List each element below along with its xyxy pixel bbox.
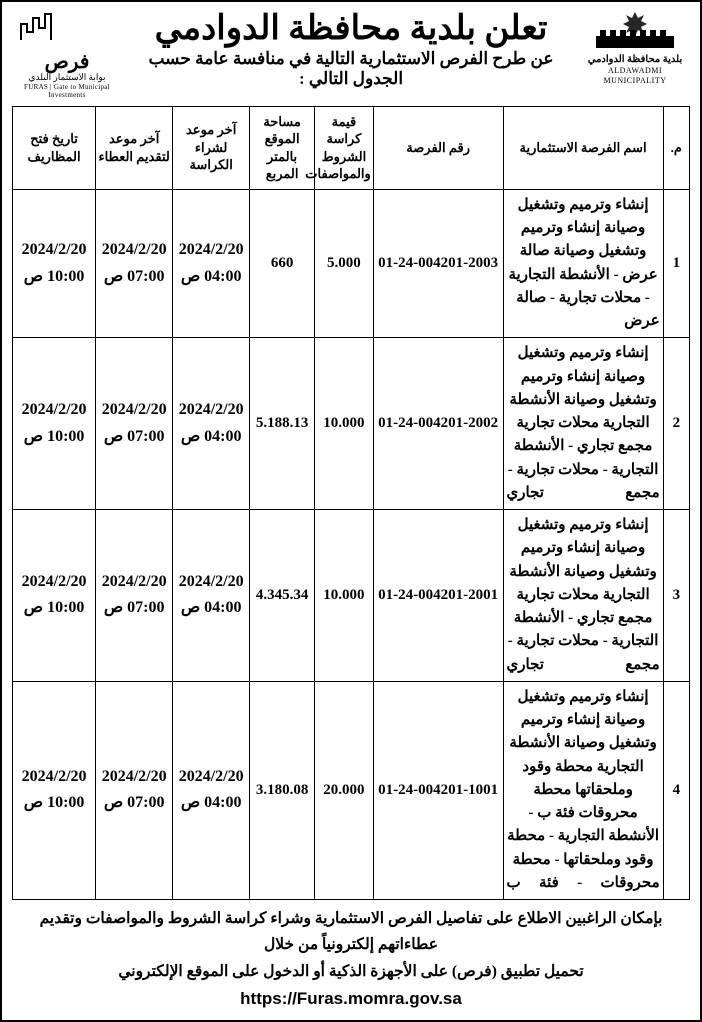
cell-bid-deadline: 2024/2/2007:00 ص [96,681,173,899]
table-head: م. اسم الفرصة الاستثمارية رقم الفرصة قيم… [13,106,690,189]
opportunities-table: م. اسم الفرصة الاستثمارية رقم الفرصة قيم… [12,106,690,900]
palm-emblem-icon [590,10,680,52]
sub-title: عن طرح الفرص الاستثمارية التالية في مناف… [130,49,572,89]
furas-word-ar: فرص [45,52,90,72]
footer-note: بإمكان الراغبين الاطلاع على تفاصيل الفرص… [12,906,690,1014]
cell-open-date: 2024/2/2010:00 ص [13,681,96,899]
cell-index: 2 [663,338,689,510]
table-row: 2إنشاء وترميم وتشغيل وصيانة إنشاء وترميم… [13,338,690,510]
col-buy-deadline: آخر موعد لشراء الكراسة [173,106,250,189]
cell-area: 3.180.08 [250,681,315,899]
cell-name: إنشاء وترميم وتشغيل وصيانة إنشاء وترميم … [503,189,663,338]
table-row: 4إنشاء وترميم وتشغيل وصيانة إنشاء وترميم… [13,681,690,899]
cell-number: 01-24-004201-2001 [373,510,503,682]
cell-buy-deadline: 2024/2/2004:00 ص [173,338,250,510]
cell-number: 01-24-004201-2003 [373,189,503,338]
cell-open-date: 2024/2/2010:00 ص [13,338,96,510]
cell-number: 01-24-004201-1001 [373,681,503,899]
cell-area: 4.345.34 [250,510,315,682]
furas-tagline-en: FURAS | Gate to Municipal Investments [12,83,122,100]
table-row: 1إنشاء وترميم وتشغيل وصيانة إنشاء وترميم… [13,189,690,338]
cell-index: 4 [663,681,689,899]
cell-bid-deadline: 2024/2/2007:00 ص [96,510,173,682]
table-body: 1إنشاء وترميم وتشغيل وصيانة إنشاء وترميم… [13,189,690,899]
furas-tagline-ar: بوابة الاستثمار البلدي [28,72,105,83]
cell-area: 5.188.13 [250,338,315,510]
footer-line2: تحميل تطبيق (فرص) على الأجهزة الذكية أو … [12,959,690,1014]
cell-bid-deadline: 2024/2/2007:00 ص [96,189,173,338]
municipality-logo: بلدية محافظة الدوادمي ALDAWADMI MUNICIPA… [580,10,690,85]
col-bid-deadline: آخر موعد لتقديم العطاء [96,106,173,189]
header: بلدية محافظة الدوادمي ALDAWADMI MUNICIPA… [12,10,690,100]
col-doc-price: قيمة كراسة الشروط والمواصفات [315,106,374,189]
cell-name: إنشاء وترميم وتشغيل وصيانة إنشاء وترميم … [503,338,663,510]
cell-index: 1 [663,189,689,338]
cell-buy-deadline: 2024/2/2004:00 ص [173,681,250,899]
cell-bid-deadline: 2024/2/2007:00 ص [96,338,173,510]
cell-price: 10.000 [315,510,374,682]
cell-open-date: 2024/2/2010:00 ص [13,189,96,338]
municipality-name-ar: بلدية محافظة الدوادمي [588,54,683,66]
cell-price: 5.000 [315,189,374,338]
title-block: تعلن بلدية محافظة الدوادمي عن طرح الفرص … [130,10,572,89]
cell-buy-deadline: 2024/2/2004:00 ص [173,510,250,682]
col-index: م. [663,106,689,189]
cell-area: 660 [250,189,315,338]
furas-logo: فرص بوابة الاستثمار البلدي FURAS | Gate … [12,10,122,100]
cell-buy-deadline: 2024/2/2004:00 ص [173,189,250,338]
footer-line2-text: تحميل تطبيق (فرص) على الأجهزة الذكية أو … [118,963,583,980]
cell-price: 10.000 [315,338,374,510]
main-title: تعلن بلدية محافظة الدوادمي [130,10,572,47]
cell-open-date: 2024/2/2010:00 ص [13,510,96,682]
cell-price: 20.000 [315,681,374,899]
col-open-date: تاريخ فتح المظاريف [13,106,96,189]
municipality-name-en: ALDAWADMI MUNICIPALITY [580,66,690,85]
col-number: رقم الفرصة [373,106,503,189]
footer-line1: بإمكان الراغبين الاطلاع على تفاصيل الفرص… [12,906,690,959]
cell-name: إنشاء وترميم وتشغيل وصيانة إنشاء وترميم … [503,510,663,682]
footer-url[interactable]: https://Furas.momra.gov.sa [240,989,462,1008]
cell-number: 01-24-004201-2002 [373,338,503,510]
col-name: اسم الفرصة الاستثمارية [503,106,663,189]
cell-index: 3 [663,510,689,682]
announcement-page: بلدية محافظة الدوادمي ALDAWADMI MUNICIPA… [0,0,702,1022]
table-row: 3إنشاء وترميم وتشغيل وصيانة إنشاء وترميم… [13,510,690,682]
cell-name: إنشاء وترميم وتشغيل وصيانة إنشاء وترميم … [503,681,663,899]
furas-skyline-icon [19,10,115,50]
